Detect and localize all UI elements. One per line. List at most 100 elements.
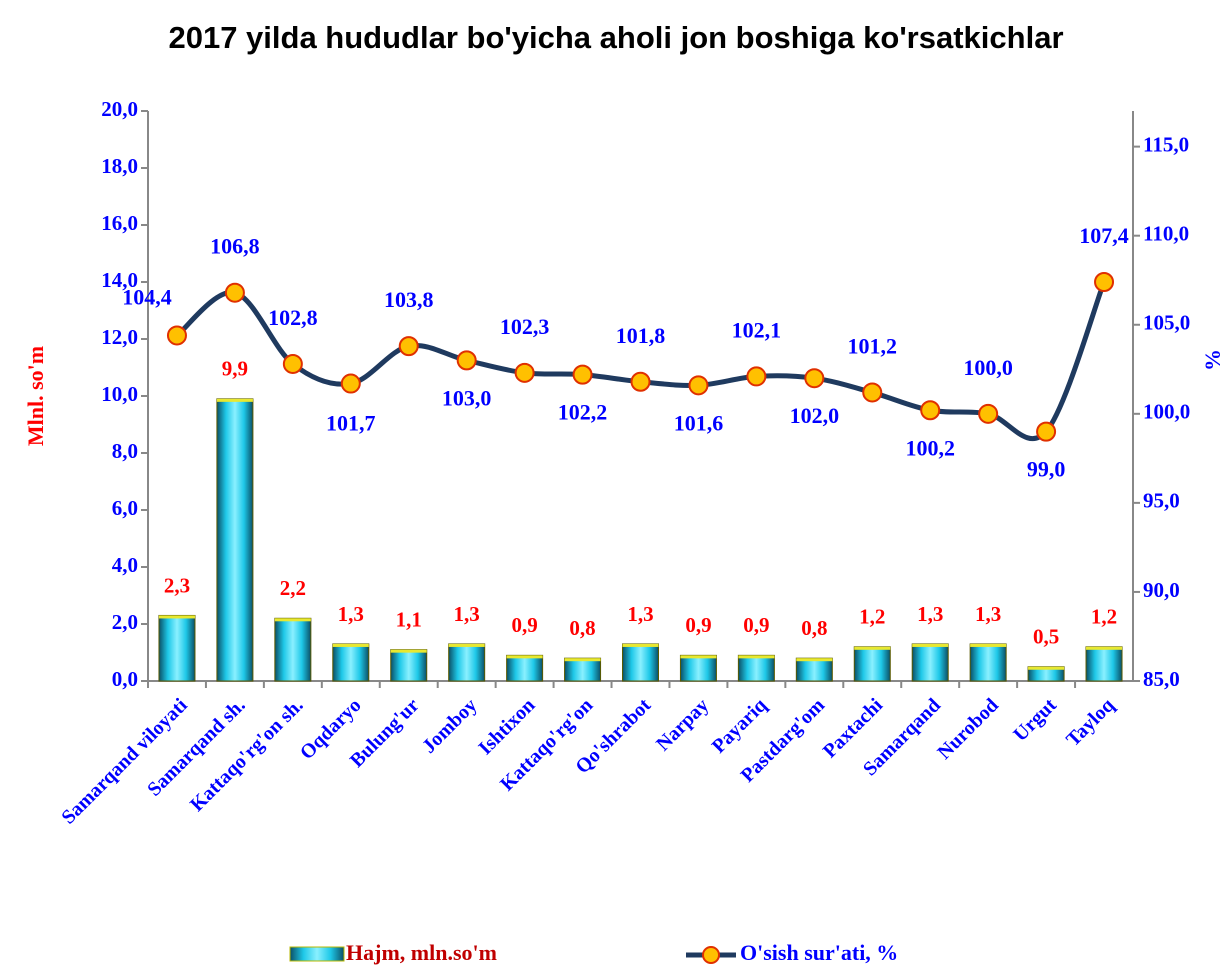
line-marker [224,282,245,303]
line-value-label: 103,8 [384,287,434,312]
bar-cap [912,643,949,647]
bar [679,654,717,682]
bar-cap [970,643,1007,647]
bar-cap [1028,666,1065,670]
bar [274,617,312,682]
line-marker [340,373,361,394]
line-marker [166,325,187,346]
legend-swatch-marker [702,946,720,964]
bar [795,657,833,682]
bar [390,649,428,682]
line-marker [514,362,535,383]
y-tick-label: 20,0 [101,97,138,121]
bar [911,643,949,682]
bar [216,398,254,682]
bar [1085,646,1123,682]
line-value-label: 102,1 [732,317,782,342]
bar-value-label: 2,3 [164,573,190,597]
bar-value-label: 1,1 [396,607,422,631]
bar-value-label: 2,2 [280,576,306,600]
bar-value-label: 1,3 [627,602,653,626]
bar-cap [1086,646,1123,650]
line-marker [746,366,767,387]
line-marker [282,353,303,374]
line-marker [862,382,883,403]
bar-value-label: 0,9 [685,613,711,637]
line-value-label: 102,8 [268,305,318,330]
line-value-label: 99,0 [1027,457,1066,482]
bar-cap [158,615,195,619]
bar-cap [216,398,253,402]
line-value-label: 101,2 [848,333,898,358]
y2-tick-label: 85,0 [1143,667,1180,691]
line-marker [1094,272,1115,292]
bar-value-label: 1,3 [975,602,1001,626]
line-value-label: 103,0 [442,385,492,410]
bar-value-label: 9,9 [222,357,248,381]
x-tick-label: Tayloq [1062,694,1119,751]
bar-value-label: 0,5 [1033,625,1059,649]
line-value-label: 107,4 [1079,223,1129,248]
bar-value-label: 0,9 [743,613,769,637]
bar-value-label: 1,3 [454,602,480,626]
bar-value-label: 0,8 [569,616,595,640]
bar-value-label: 1,2 [1091,605,1117,629]
y-tick-label: 4,0 [112,553,138,577]
line-marker [804,368,825,389]
line-value-label: 101,6 [674,410,724,435]
bar [853,646,891,682]
line-marker [688,375,709,396]
line-value-label: 100,2 [905,435,955,460]
bar-cap [274,618,311,622]
line-marker [456,350,477,371]
bar-cap [622,643,659,647]
y-tick-label: 0,0 [112,667,138,691]
bar [737,654,775,682]
legend-label: O'sish sur'ati, % [740,940,898,965]
y2-tick-label: 90,0 [1143,578,1180,602]
chart-title: 2017 yilda hududlar bo'yicha aholi jon b… [168,20,1063,55]
line-value-label: 102,2 [558,400,608,425]
bar [564,657,602,682]
y-tick-label: 12,0 [101,325,138,349]
bar-value-label: 1,3 [917,602,943,626]
y2-tick-label: 100,0 [1143,400,1190,424]
bar [506,654,544,682]
bar-cap [506,655,543,659]
line-marker [572,364,593,385]
line-value-label: 102,3 [500,314,550,339]
y-tick-label: 2,0 [112,610,138,634]
line-marker [978,403,999,424]
line-marker [1036,421,1057,442]
bar-cap [796,658,833,662]
y2-tick-label: 110,0 [1143,222,1189,246]
line-marker [398,336,419,357]
bar-value-label: 1,3 [338,602,364,626]
bar-value-label: 0,9 [511,613,537,637]
x-tick-label: Nurobod [933,694,1003,764]
bar [158,614,196,682]
line-marker [630,371,651,392]
bar-value-label: 0,8 [801,616,827,640]
bar-cap [390,649,427,653]
y-tick-label: 6,0 [112,496,138,520]
y-tick-label: 14,0 [101,268,138,292]
bar [622,643,659,682]
line-value-label: 101,7 [326,411,376,436]
line-value-label: 104,4 [122,284,172,309]
line-value-label: 101,8 [616,323,666,348]
bar [448,643,486,682]
x-tick-label: Narpay [652,694,713,755]
y-tick-label: 10,0 [101,382,138,406]
y-axis-title: Mlnl. so'm [23,346,48,446]
line-value-label: 100,0 [963,355,1013,380]
legend-swatch-bar [289,946,345,962]
line-marker [920,400,941,421]
bar-cap [332,643,369,647]
x-tick-label: Urgut [1009,694,1061,746]
bar-value-label: 1,2 [859,605,885,629]
bar-cap [854,646,891,650]
y2-tick-label: 95,0 [1143,489,1180,513]
bar [969,643,1007,682]
